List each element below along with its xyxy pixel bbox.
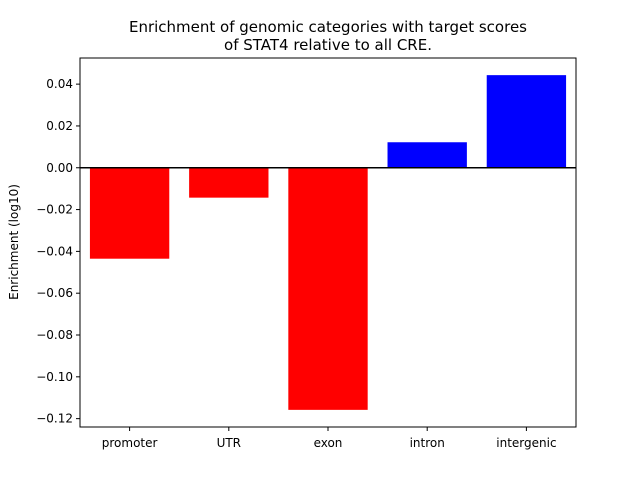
y-tick-label: 0.02: [46, 119, 73, 133]
y-tick-label: −0.08: [36, 328, 73, 342]
y-tick-label: −0.12: [36, 412, 73, 426]
chart-title-line-1: Enrichment of genomic categories with ta…: [129, 18, 527, 36]
y-tick-label: −0.04: [36, 244, 73, 258]
x-tick-label-UTR: UTR: [217, 436, 241, 450]
bar-exon: [288, 167, 368, 410]
bar-UTR: [189, 167, 269, 198]
chart-title-line-2: of STAT4 relative to all CRE.: [224, 36, 432, 54]
x-tick-label-promoter: promoter: [102, 436, 158, 450]
bar-intergenic: [486, 75, 567, 168]
x-tick-label-exon: exon: [314, 436, 343, 450]
y-axis: 0.04 0.02 0.00 −0.02 −0.04 −0.06 −0.08 −0.10 −0.…: [36, 77, 80, 426]
y-tick-label: 0.00: [46, 161, 73, 175]
x-axis: promoter UTR exon intron intergenic: [102, 427, 557, 450]
y-tick-label: 0.04: [46, 77, 73, 91]
x-tick-label-intron: intron: [410, 436, 445, 450]
y-tick-label: −0.06: [36, 286, 73, 300]
bar-promoter: [89, 167, 170, 259]
y-tick-label: −0.10: [36, 370, 73, 384]
x-tick-label-intergenic: intergenic: [496, 436, 556, 450]
bars-group: [89, 75, 567, 410]
bar-intron: [387, 142, 467, 168]
y-tick-label: −0.02: [36, 203, 73, 217]
y-axis-label: Enrichment (log10): [7, 184, 21, 300]
